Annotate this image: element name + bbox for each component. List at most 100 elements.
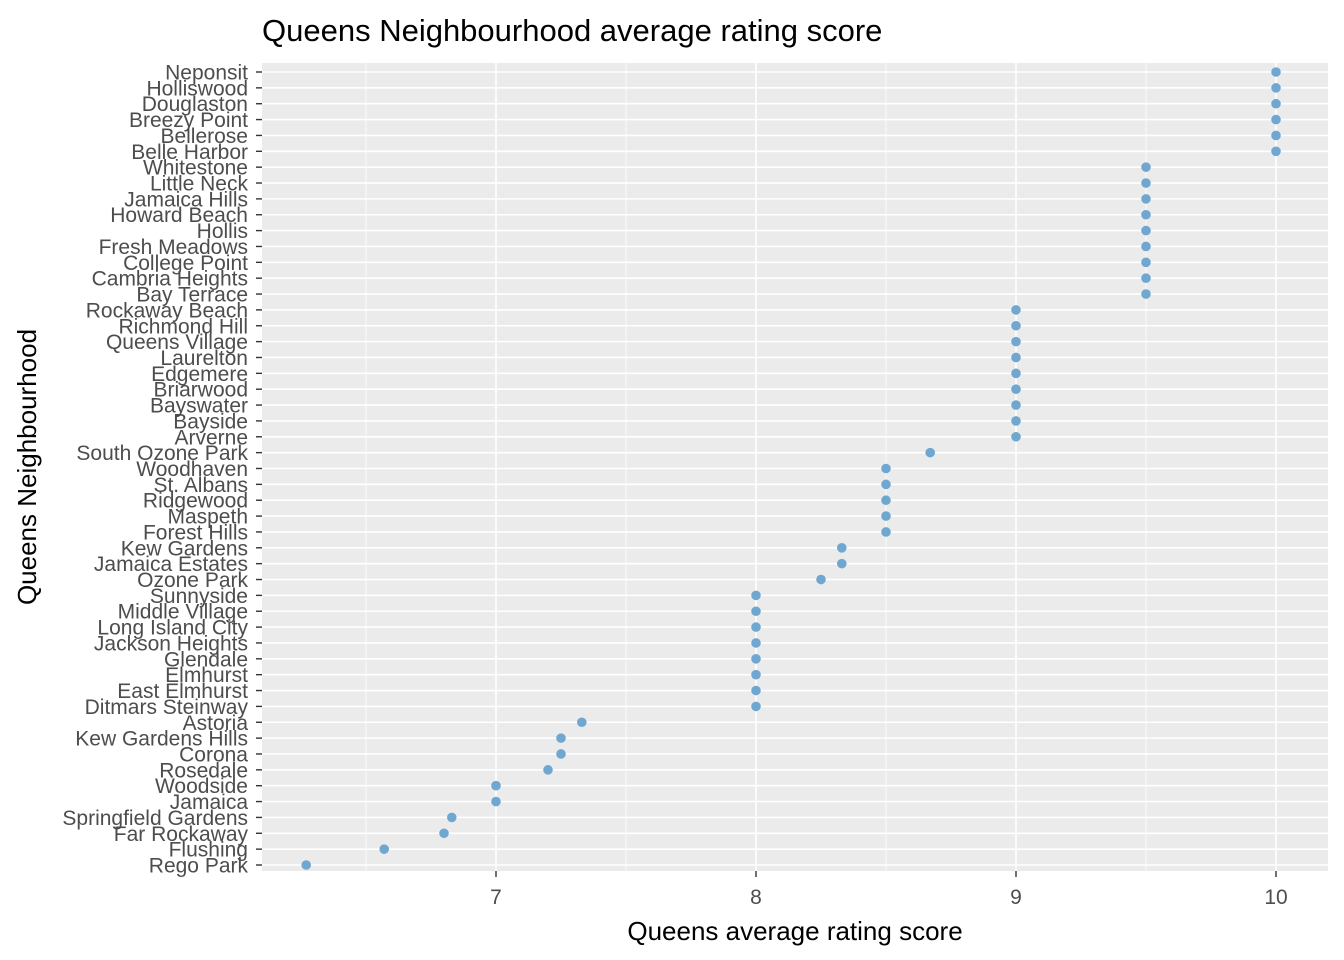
x-axis: 7 8 9 10 [490, 871, 1288, 909]
data-point [301, 860, 312, 870]
y-tick-label: Queens Village [106, 331, 248, 354]
plot-panel [262, 63, 1328, 871]
y-tick-label: Jamaica Estates [94, 553, 248, 576]
data-point [751, 606, 761, 617]
y-tick-label: Long Island City [97, 617, 248, 640]
y-tick-label: Laurelton [160, 347, 248, 370]
y-tick-label: Howard Beach [110, 204, 248, 227]
data-point [1011, 368, 1021, 379]
y-tick-label: Forest Hills [143, 521, 248, 544]
data-point [751, 654, 761, 664]
data-point [751, 638, 761, 648]
y-tick-label: East Elmhurst [117, 680, 248, 703]
data-point [881, 463, 891, 474]
y-tick-label: Rego Park [149, 855, 249, 878]
x-axis-title: Queens average rating score [627, 916, 962, 946]
y-tick-label: Bay Terrace [136, 284, 248, 307]
data-point [1141, 162, 1151, 172]
y-tick-label: Ozone Park [137, 569, 248, 592]
data-point [1141, 289, 1151, 299]
data-point [577, 717, 587, 728]
y-tick-label: Ditmars Steinway [85, 696, 249, 719]
data-point [881, 527, 891, 537]
data-point [1011, 400, 1021, 410]
y-tick-label: Cambria Heights [92, 268, 248, 291]
data-point [881, 511, 891, 521]
data-points [301, 67, 1281, 870]
y-tick-label: Far Rockaway [114, 823, 249, 846]
y-tick-label: Jamaica Hills [124, 188, 248, 211]
data-point [751, 685, 761, 696]
data-point [439, 828, 449, 839]
y-tick-label: College Point [123, 252, 248, 275]
data-point [1141, 178, 1151, 188]
y-tick-label: Elmhurst [165, 664, 248, 687]
x-tick-label: 7 [490, 886, 502, 909]
x-tick-label: 9 [1010, 886, 1022, 909]
data-point [491, 780, 501, 791]
x-tick-label: 10 [1264, 886, 1287, 909]
data-point [1271, 130, 1281, 141]
y-tick-label: South Ozone Park [76, 442, 248, 465]
data-point [1011, 416, 1021, 426]
data-point [1141, 225, 1151, 236]
y-tick-label: Douglaston [142, 93, 248, 116]
y-tick-label: Sunnyside [150, 585, 248, 608]
data-point [1271, 146, 1281, 157]
data-point [751, 590, 761, 601]
y-tick-label: Briarwood [153, 379, 248, 402]
data-point [925, 447, 935, 458]
data-point [881, 495, 891, 506]
y-tick-label: Springfield Gardens [62, 807, 248, 830]
data-point [751, 701, 761, 712]
data-point [556, 733, 566, 743]
y-tick-label: Little Neck [150, 173, 249, 196]
data-point [837, 543, 847, 553]
y-axis-title: Queens Neighbourhood [12, 329, 42, 605]
data-point [1011, 336, 1021, 347]
y-tick-label: St. Albans [153, 474, 248, 497]
y-tick-label: Kew Gardens [121, 537, 248, 560]
data-point [1141, 257, 1151, 268]
data-point [543, 765, 553, 775]
data-point [1011, 320, 1021, 331]
data-point [1271, 98, 1281, 109]
y-tick-label: Jackson Heights [94, 632, 248, 655]
x-tick-label: 8 [750, 886, 762, 909]
y-tick-label: Whitestone [143, 157, 248, 180]
y-tick-label: Rosedale [159, 759, 248, 782]
y-tick-label: Woodside [155, 775, 248, 798]
y-tick-label: Jamaica [170, 791, 249, 814]
y-tick-label: Fresh Meadows [99, 236, 248, 259]
y-tick-label: Holliswood [146, 77, 248, 100]
y-tick-label: Bayside [173, 410, 248, 433]
data-point [1271, 114, 1281, 125]
y-tick-label: Ridgewood [143, 490, 248, 513]
data-point [1141, 241, 1151, 252]
y-tick-label: Richmond Hill [118, 315, 248, 338]
y-tick-label: Bellerose [160, 125, 248, 148]
chart-title: Queens Neighbourhood average rating scor… [262, 13, 882, 48]
y-tick-label: Neponsit [165, 62, 248, 85]
data-point [751, 622, 761, 632]
y-tick-label: Rockaway Beach [86, 299, 248, 322]
data-point [751, 669, 761, 680]
y-tick-label: Glendale [164, 648, 248, 671]
data-point [1271, 83, 1281, 93]
data-point [1011, 431, 1021, 442]
y-tick-label: Edgemere [151, 363, 248, 386]
y-tick-label: Corona [179, 743, 248, 766]
data-point [1011, 384, 1021, 395]
data-point [1141, 273, 1151, 283]
data-point [1141, 209, 1151, 220]
y-tick-label: Bayswater [150, 395, 248, 418]
data-point [881, 479, 891, 490]
data-point [379, 844, 390, 854]
data-point [556, 749, 566, 759]
y-tick-label: Maspeth [167, 506, 248, 529]
data-point [1011, 305, 1021, 315]
y-tick-label: Belle Harbor [131, 141, 248, 164]
y-tick-label: Kew Gardens Hills [75, 728, 248, 751]
data-point [1011, 352, 1021, 363]
